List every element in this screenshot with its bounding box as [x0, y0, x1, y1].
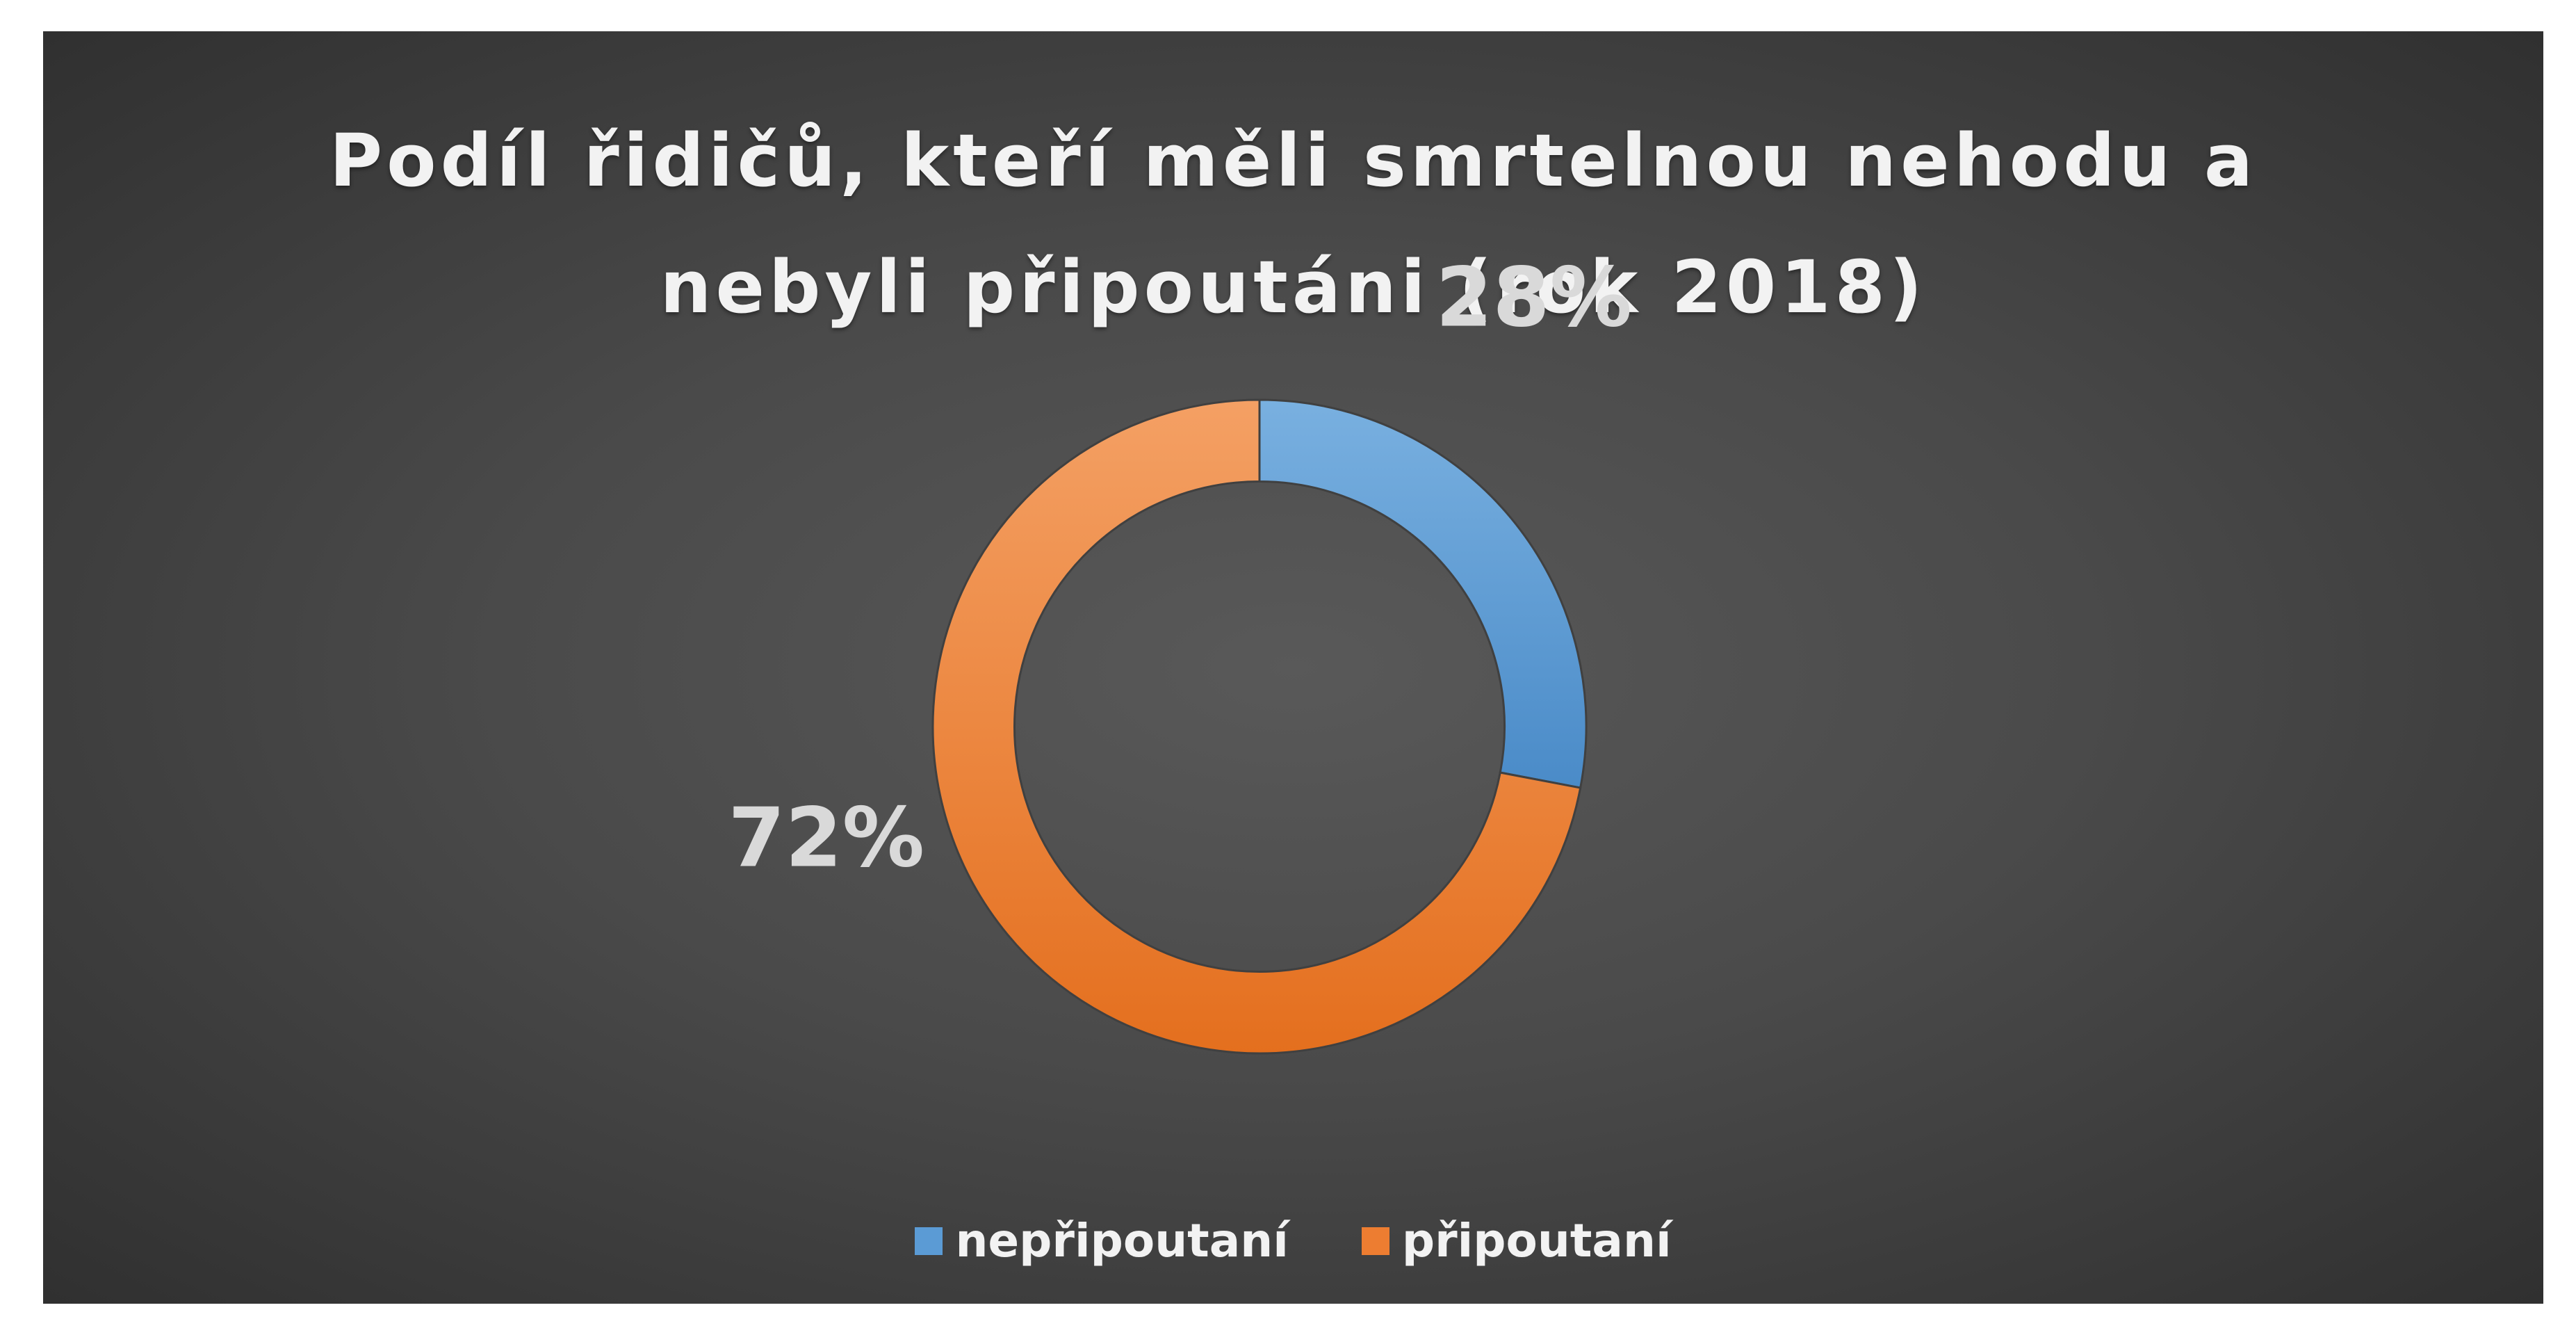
chart-title: Podíl řidičů, kteří měli smrtelnou nehod… [43, 97, 2543, 350]
chart-area: Podíl řidičů, kteří měli smrtelnou nehod… [43, 31, 2543, 1304]
chart-title-line-2: nebyli připoutáni (rok 2018) [660, 245, 1927, 330]
donut-segment-nepripoutani [1258, 398, 1588, 789]
legend-item-pripoutani: připoutaní [1361, 1213, 1672, 1269]
legend-swatch-pripoutani [1361, 1227, 1389, 1255]
data-label-pripoutani: 72% [728, 790, 924, 886]
donut-segment-pripoutani [931, 398, 1582, 1055]
legend-label-nepripoutani: nepřipoutaní [955, 1214, 1289, 1268]
legend-item-nepripoutani: nepřipoutaní [915, 1213, 1289, 1269]
donut-chart: 28% 72% [728, 249, 1632, 1055]
chart-title-line-1: Podíl řidičů, kteří měli smrtelnou nehod… [329, 118, 2258, 203]
legend-swatch-nepripoutani [915, 1227, 943, 1255]
data-label-nepripoutani: 28% [1435, 249, 1631, 345]
chart-legend: nepřipoutaní připoutaní [43, 1213, 2543, 1269]
legend-label-pripoutani: připoutaní [1401, 1214, 1672, 1268]
